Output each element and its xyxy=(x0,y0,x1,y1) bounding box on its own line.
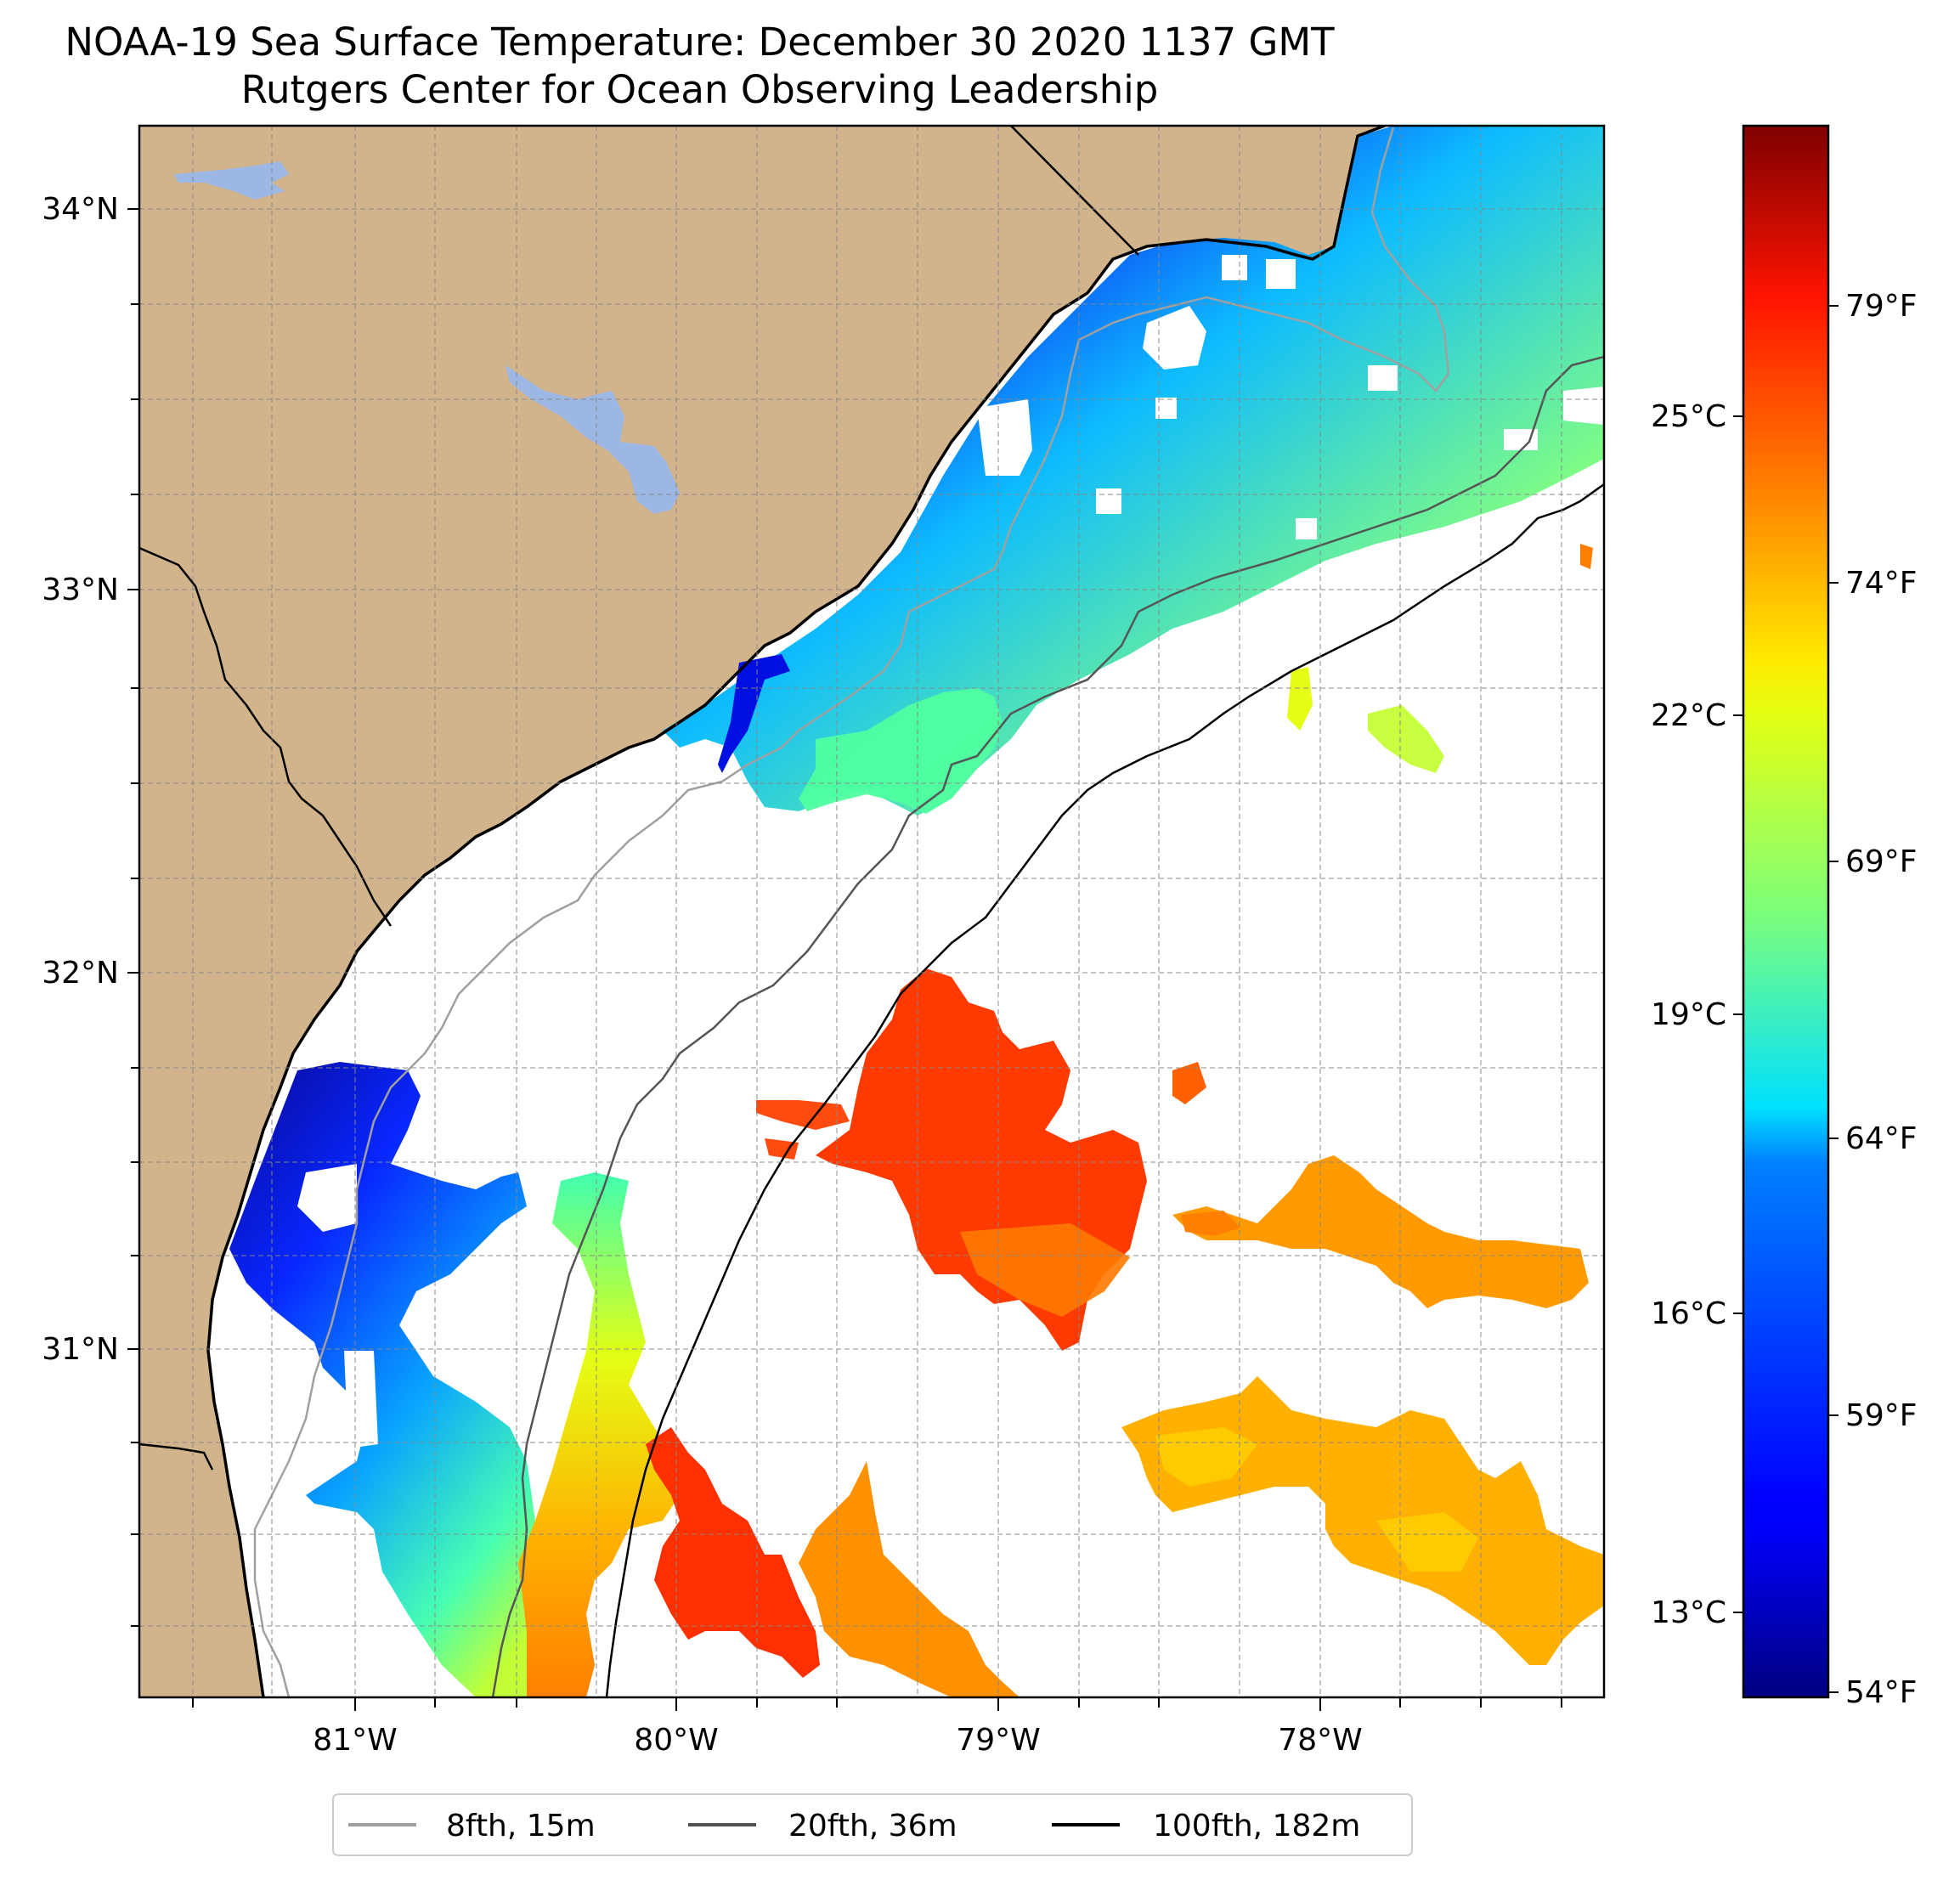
colorbar-celsius-tick: 16°C xyxy=(1651,1296,1726,1331)
legend: 8fth, 15m 20fth, 36m 100fth, 182m xyxy=(332,1793,1413,1856)
sst-field-north xyxy=(663,126,1604,816)
contour-8fth xyxy=(253,127,1450,1697)
chart-subtitle: Rutgers Center for Ocean Observing Leade… xyxy=(240,67,1159,112)
colorbar-fahrenheit-tick: 79°F xyxy=(1845,289,1918,324)
colorbar xyxy=(1742,124,1830,1699)
lake xyxy=(174,161,289,200)
colorbar-fahrenheit-tick: 54°F xyxy=(1845,1675,1918,1710)
sst-field-coastal xyxy=(518,1172,680,1697)
colorbar-celsius-tick: 13°C xyxy=(1651,1595,1726,1630)
sst-field-warm-east xyxy=(1172,1155,1589,1308)
legend-label: 8fth, 15m xyxy=(446,1809,596,1843)
land xyxy=(139,126,1385,1697)
colorbar-celsius-tick: 25°C xyxy=(1651,399,1726,434)
lat-tick-label: 33°N xyxy=(42,573,119,607)
lake xyxy=(506,365,680,514)
lat-tick-label: 34°N xyxy=(42,192,119,227)
lat-tick-label: 32°N xyxy=(42,956,119,991)
colorbar-fahrenheit-tick: 64°F xyxy=(1845,1121,1918,1156)
lon-tick-label: 81°W xyxy=(313,1723,397,1758)
coastline xyxy=(206,126,1386,1697)
sst-field-warm-south xyxy=(799,1461,1020,1697)
colorbar-fahrenheit-tick: 74°F xyxy=(1845,566,1918,601)
colorbar-fahrenheit-tick: 59°F xyxy=(1845,1398,1918,1433)
lat-tick-label: 31°N xyxy=(42,1332,119,1367)
state-border xyxy=(1010,126,1139,256)
colorbar-celsius-tick: 19°C xyxy=(1651,997,1726,1032)
chart-title: NOAA-19 Sea Surface Temperature: Decembe… xyxy=(65,20,1335,65)
lon-tick-label: 78°W xyxy=(1278,1723,1362,1758)
colorbar-fahrenheit-tick: 69°F xyxy=(1845,844,1918,879)
colorbar-celsius-tick: 22°C xyxy=(1651,698,1726,733)
legend-label: 20fth, 36m xyxy=(788,1809,957,1843)
sst-field-mid xyxy=(799,688,1003,814)
contour-100fth xyxy=(605,483,1604,1697)
sst-field-nearshore xyxy=(718,654,790,773)
map-frame xyxy=(138,124,1606,1699)
sst-field-warm-west xyxy=(756,1100,850,1130)
legend-label: 100fth, 182m xyxy=(1153,1809,1360,1843)
lon-tick-label: 80°W xyxy=(634,1723,718,1758)
lon-tick-label: 79°W xyxy=(956,1723,1040,1758)
sst-field-warm-southwest xyxy=(646,1427,820,1678)
contour-20fth xyxy=(491,355,1604,1697)
gridlines xyxy=(139,126,1604,1697)
